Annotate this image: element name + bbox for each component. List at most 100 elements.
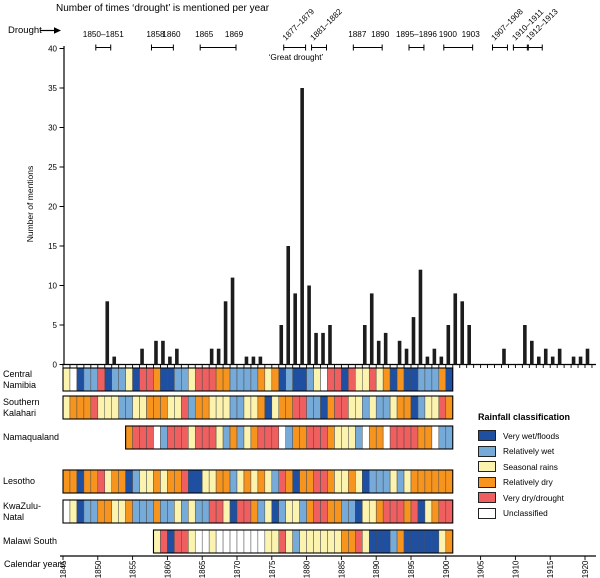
strip-cell bbox=[62, 367, 71, 392]
strip-cell bbox=[341, 529, 349, 554]
strip-cell bbox=[146, 499, 154, 524]
strip-cell bbox=[243, 499, 252, 524]
strip-cell bbox=[292, 499, 300, 524]
mention-bar bbox=[140, 348, 144, 365]
strip-cell bbox=[257, 367, 266, 392]
strip-cell bbox=[403, 469, 412, 494]
strip-cell bbox=[229, 367, 238, 392]
legend-item-label: Very dry/drought bbox=[503, 492, 564, 503]
strip-cell bbox=[181, 425, 189, 450]
strip-cell bbox=[132, 367, 140, 392]
mention-bar bbox=[536, 356, 541, 365]
strip-cell bbox=[362, 469, 370, 494]
strip-cell bbox=[445, 395, 454, 420]
strip-cell bbox=[146, 367, 154, 392]
strip-cell bbox=[445, 499, 454, 524]
strip-cell bbox=[132, 395, 140, 420]
strip-cell bbox=[90, 469, 99, 494]
strip-cell bbox=[375, 499, 384, 524]
mention-bar bbox=[105, 301, 110, 365]
strip-cell bbox=[299, 425, 307, 450]
strip-cell bbox=[111, 367, 119, 392]
strip-cell bbox=[125, 395, 133, 420]
strip-cell bbox=[264, 367, 273, 392]
strip-cell bbox=[97, 395, 106, 420]
mention-bar bbox=[300, 88, 304, 365]
strip-cell bbox=[250, 367, 259, 392]
strip-cell bbox=[271, 367, 280, 392]
strip-cell bbox=[285, 469, 293, 494]
legend-swatch-un bbox=[478, 507, 496, 519]
legend-item-label: Very wet/floods bbox=[503, 430, 560, 441]
strip-cell bbox=[146, 425, 154, 450]
strip-cell bbox=[292, 425, 300, 450]
strip-cell bbox=[62, 469, 71, 494]
legend-item-label: Unclassified bbox=[503, 508, 548, 519]
mention-bar bbox=[585, 348, 590, 365]
strip-cell bbox=[417, 425, 426, 450]
legend-item: Very dry/drought bbox=[478, 490, 599, 506]
strip-cell bbox=[389, 367, 398, 392]
strip-cell bbox=[417, 499, 426, 524]
strip-cell bbox=[355, 425, 363, 450]
strip-cell bbox=[410, 469, 419, 494]
strip-cell bbox=[355, 469, 363, 494]
strip-cell bbox=[320, 499, 328, 524]
strip-cell bbox=[250, 529, 259, 554]
drought-period-label: 1900 bbox=[439, 30, 458, 39]
strip-cell bbox=[313, 425, 321, 450]
strip-cell bbox=[396, 499, 405, 524]
strip-cell bbox=[271, 529, 280, 554]
strip-cell bbox=[174, 499, 182, 524]
mention-bar bbox=[369, 293, 374, 365]
strip-cell bbox=[229, 395, 238, 420]
drought-period-label: 1850–1851 bbox=[83, 30, 124, 39]
strip-cell bbox=[285, 395, 293, 420]
strip-cell bbox=[181, 529, 189, 554]
mention-bar bbox=[530, 340, 534, 365]
strip-cell bbox=[292, 529, 300, 554]
strip-cell bbox=[348, 367, 356, 392]
strip-cell bbox=[445, 529, 454, 554]
strip-cell bbox=[299, 469, 307, 494]
calendar-tick-label: 1875 bbox=[268, 560, 277, 578]
legend-swatch-sr bbox=[478, 461, 496, 473]
strip-cell bbox=[69, 367, 78, 392]
strip-cell bbox=[403, 529, 412, 554]
mention-bar bbox=[411, 317, 416, 365]
strip-cell bbox=[257, 499, 266, 524]
strip-cell bbox=[160, 367, 168, 392]
strip-cell bbox=[222, 529, 231, 554]
strip-cell bbox=[285, 367, 293, 392]
strip-cell bbox=[417, 469, 426, 494]
strip-cell bbox=[313, 529, 321, 554]
strip-cell bbox=[362, 425, 370, 450]
strip-cell bbox=[424, 367, 433, 392]
strip-cell bbox=[320, 367, 328, 392]
strip-cell bbox=[355, 499, 363, 524]
strip-cell bbox=[396, 367, 405, 392]
mention-bar bbox=[112, 356, 117, 365]
strip-cell bbox=[285, 425, 293, 450]
strip-cell bbox=[243, 469, 252, 494]
calendar-tick-label: 1885 bbox=[337, 560, 346, 578]
mention-bar bbox=[161, 340, 165, 365]
strip-cell bbox=[375, 395, 384, 420]
strip-cell bbox=[438, 425, 447, 450]
mention-bar bbox=[418, 269, 423, 365]
strip-cell bbox=[243, 425, 252, 450]
region-label: Central Namibia bbox=[3, 369, 37, 390]
strip-cell bbox=[403, 499, 412, 524]
region-label: Namaqualand bbox=[3, 432, 60, 443]
strip-cell bbox=[125, 425, 133, 450]
strip-cell bbox=[132, 469, 140, 494]
strip-cell bbox=[306, 425, 314, 450]
strip-cell bbox=[194, 367, 203, 392]
strip-cell bbox=[375, 469, 384, 494]
strip-cell bbox=[139, 499, 147, 524]
strip-cell bbox=[438, 395, 447, 420]
strip-cell bbox=[264, 469, 273, 494]
mention-bar bbox=[376, 340, 381, 365]
strip-cell bbox=[139, 469, 147, 494]
